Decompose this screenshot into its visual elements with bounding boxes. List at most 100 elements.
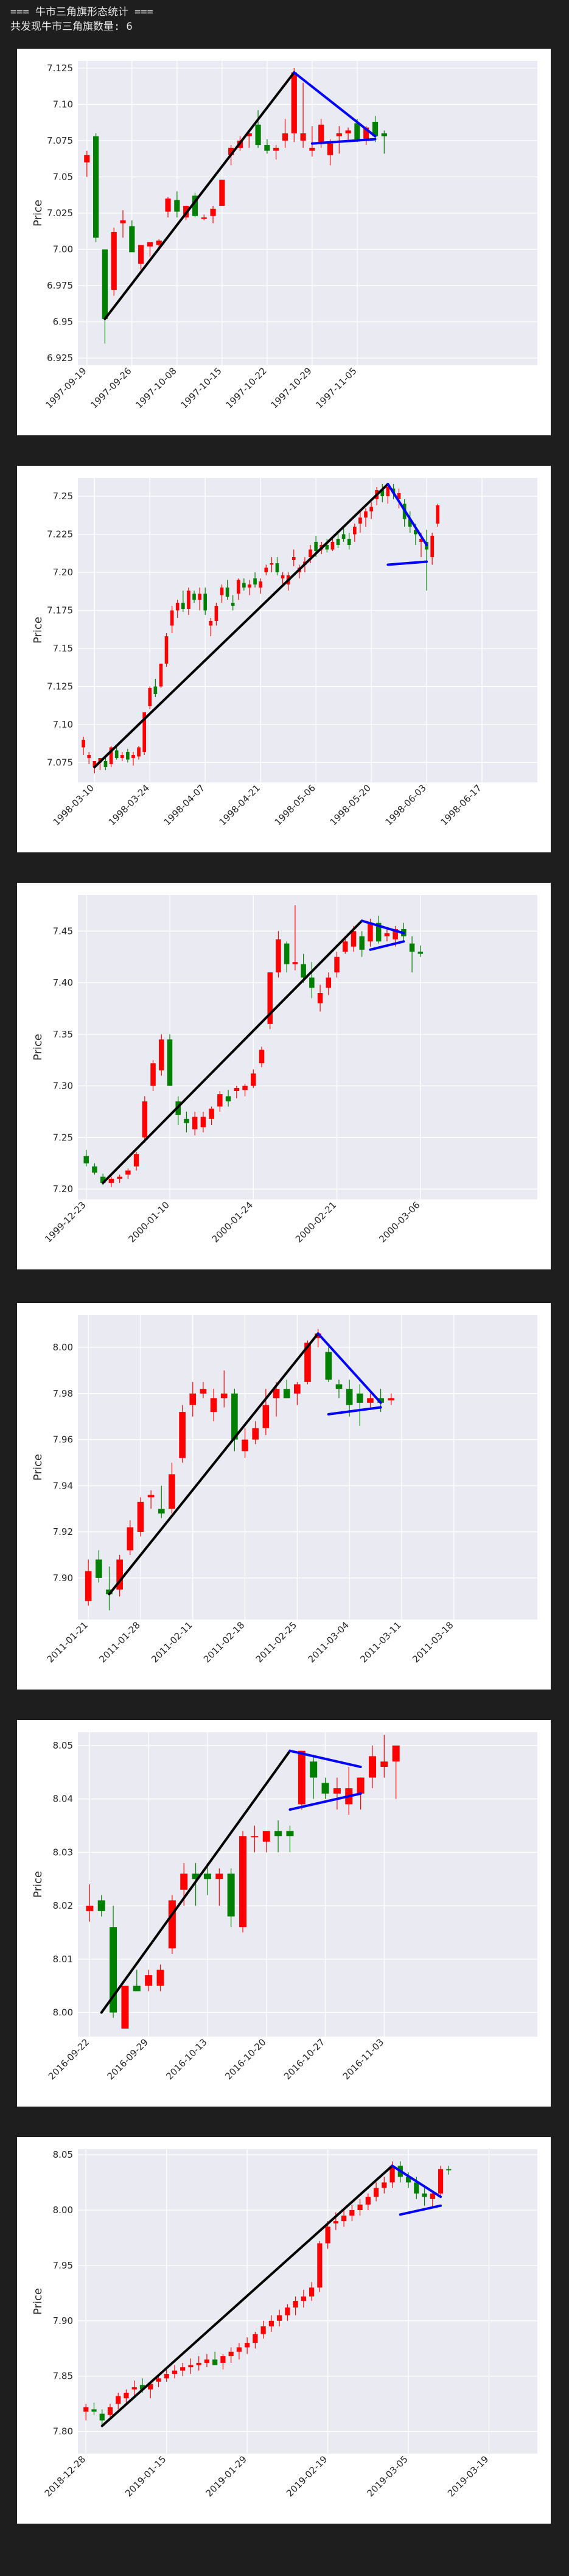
candle-body xyxy=(228,2351,234,2356)
x-tick-label: 1998-03-24 xyxy=(106,782,152,827)
candle-body xyxy=(357,2204,363,2210)
candle-body xyxy=(87,755,91,758)
candle-body xyxy=(180,2367,186,2371)
flagpole-line xyxy=(108,1332,319,1596)
candle-body xyxy=(422,2193,427,2197)
candle-body xyxy=(153,686,158,694)
candle-body xyxy=(397,493,401,499)
candle-body xyxy=(116,2396,121,2404)
y-tick-label: 8.00 xyxy=(53,2007,73,2018)
candle-body xyxy=(242,1439,248,1451)
candle-body xyxy=(170,610,174,626)
candle-body xyxy=(333,2221,338,2223)
candle-body xyxy=(167,1039,173,1086)
candle-body xyxy=(184,1118,189,1123)
candle-body xyxy=(196,2362,201,2365)
candle-body xyxy=(93,761,97,767)
x-tick-label: 1997-11-05 xyxy=(313,365,358,410)
y-tick-label: 7.45 xyxy=(53,925,73,936)
y-tick-label: 8.05 xyxy=(53,2149,73,2160)
candle-body xyxy=(131,2387,137,2390)
candle-body xyxy=(273,1389,280,1399)
candle-body xyxy=(95,1559,102,1578)
flag-upper-line xyxy=(391,2164,442,2199)
y-tick-label: 7.075 xyxy=(47,757,73,768)
candle-body xyxy=(156,1970,164,1986)
candle-body xyxy=(127,1527,134,1551)
y-axis-label: Price xyxy=(32,2288,44,2315)
candle-body xyxy=(99,2413,105,2421)
candle-body xyxy=(174,200,180,212)
candle-body xyxy=(377,1398,384,1403)
candle-body xyxy=(384,933,390,936)
y-tick-label: 7.80 xyxy=(53,2426,73,2437)
candle-body xyxy=(129,226,135,253)
candle-body xyxy=(446,2169,452,2171)
candle-body xyxy=(315,1333,321,1338)
candle-body xyxy=(110,1927,117,2013)
x-tick-label: 2018-12-28 xyxy=(43,2454,88,2499)
y-tick-label: 6.95 xyxy=(53,317,73,328)
candle-body xyxy=(264,145,270,151)
candle-body xyxy=(109,747,113,764)
candle-body xyxy=(220,1393,228,1399)
candle-body xyxy=(131,755,135,758)
candle-body xyxy=(114,750,119,758)
candle-body xyxy=(165,198,171,212)
candle-body xyxy=(291,72,297,134)
candle-body xyxy=(291,557,296,560)
candle-body xyxy=(419,539,423,542)
candle-body xyxy=(325,1352,332,1380)
candle-body xyxy=(330,542,335,550)
candle-body xyxy=(389,2166,395,2183)
candle-body xyxy=(335,1384,343,1389)
candle-body xyxy=(236,580,240,594)
y-axis-label: Price xyxy=(32,1034,44,1061)
candle-body xyxy=(309,549,312,557)
candle-body xyxy=(253,578,257,584)
candle-body xyxy=(380,1761,388,1767)
candle-body xyxy=(158,1509,165,1514)
candle-body xyxy=(285,2308,290,2315)
candle-body xyxy=(284,943,290,964)
chart-panel-6: 7.80 7.85 7.90 7.95 8.00 8.05 2018-12-28 2019-0… xyxy=(17,2137,551,2524)
candle-body xyxy=(124,2393,129,2399)
chart-panel-4: 7.90 7.92 7.94 7.96 7.98 8.00 2011-01-21 2011-0… xyxy=(17,1303,551,1690)
candle-body xyxy=(336,133,342,136)
candle-body xyxy=(198,594,201,600)
candle-body xyxy=(147,242,153,247)
candle-body xyxy=(139,2385,145,2390)
candle-body xyxy=(326,977,332,988)
candle-body xyxy=(203,594,208,611)
flag-upper-line xyxy=(288,1749,362,1769)
candle-body xyxy=(228,147,234,155)
x-tick-label: 2011-03-11 xyxy=(358,1620,403,1665)
candle-body xyxy=(192,195,198,216)
x-tick-label: 2011-01-28 xyxy=(97,1620,142,1665)
x-tick-label: 2011-03-18 xyxy=(410,1620,455,1665)
candle-body xyxy=(268,2320,274,2326)
candle-body xyxy=(116,1559,123,1590)
candle-body xyxy=(117,1176,122,1179)
y-tick-label: 8.00 xyxy=(53,1342,73,1353)
candle-body xyxy=(292,962,298,964)
candle-body xyxy=(83,2407,89,2412)
candle-body xyxy=(380,490,385,496)
flag-lower-line xyxy=(288,1792,362,1811)
candle-body xyxy=(159,1039,164,1071)
candle-body xyxy=(236,2347,242,2352)
y-tick-label: 7.85 xyxy=(53,2371,73,2382)
flag-lower-line xyxy=(369,940,405,951)
candle-body xyxy=(386,487,390,496)
candle-body xyxy=(293,2301,298,2308)
candle-body xyxy=(364,511,368,518)
candle-body xyxy=(382,2182,387,2188)
candle-body xyxy=(276,939,281,973)
candle-body xyxy=(325,545,329,550)
y-tick-label: 6.975 xyxy=(47,280,73,291)
candle-body xyxy=(349,2210,355,2216)
x-tick-label: 2019-03-19 xyxy=(445,2454,490,2499)
candle-body xyxy=(210,208,216,216)
candle-body xyxy=(381,133,387,136)
candle-body xyxy=(217,1094,223,1107)
